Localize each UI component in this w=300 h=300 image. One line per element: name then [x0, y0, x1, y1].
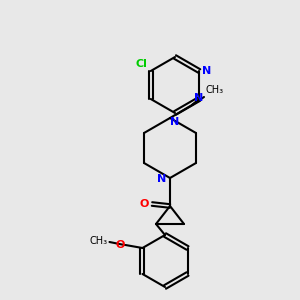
Text: Cl: Cl — [136, 59, 148, 69]
Text: CH₃: CH₃ — [206, 85, 224, 95]
Text: N: N — [170, 117, 180, 127]
Text: N: N — [202, 66, 212, 76]
Text: O: O — [140, 199, 149, 209]
Text: N: N — [158, 174, 166, 184]
Text: CH₃: CH₃ — [89, 236, 107, 246]
Text: N: N — [194, 93, 203, 103]
Text: O: O — [115, 240, 124, 250]
